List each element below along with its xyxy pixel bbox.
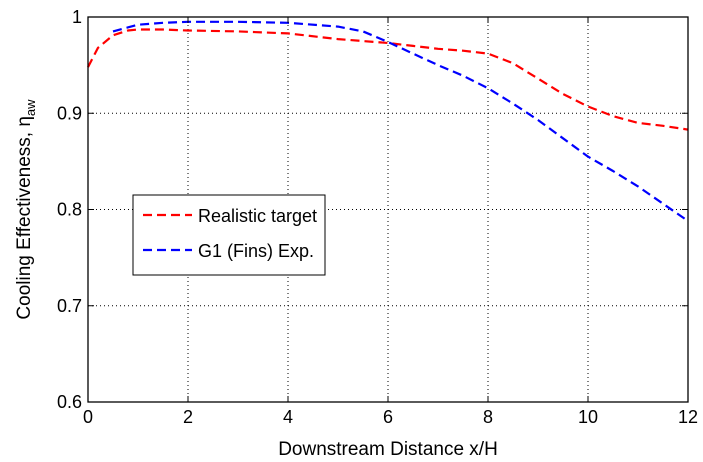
y-axis-title-subscript: aw — [23, 99, 38, 116]
y-tick-label: 0.9 — [57, 103, 82, 123]
axis-ticks — [87, 16, 689, 403]
x-tick-label: 12 — [678, 407, 698, 427]
legend-label-realistic-target: Realistic target — [198, 206, 317, 226]
tick-labels: 0 2 4 6 8 10 12 0.6 0.7 0.8 0.9 1 — [57, 7, 698, 427]
y-axis-title-main: Cooling Effectiveness, η — [14, 116, 35, 320]
legend-label-g1-fins-exp: G1 (Fins) Exp. — [198, 241, 314, 261]
x-tick-label: 6 — [383, 407, 393, 427]
series-line-0 — [87, 28, 689, 131]
x-tick-label: 4 — [283, 407, 293, 427]
x-tick-label: 10 — [578, 407, 598, 427]
series-line-1 — [112, 20, 689, 222]
x-tick-label: 8 — [483, 407, 493, 427]
legend: Realistic target G1 (Fins) Exp. — [132, 194, 326, 276]
y-tick-label: 0.8 — [57, 200, 82, 220]
y-tick-label: 0.7 — [57, 296, 82, 316]
y-tick-label: 0.6 — [57, 392, 82, 412]
x-tick-label: 0 — [83, 407, 93, 427]
y-tick-label: 1 — [72, 7, 82, 27]
x-axis-title: Downstream Distance x/H — [278, 439, 498, 460]
x-tick-label: 2 — [183, 407, 193, 427]
series-lines — [87, 20, 689, 222]
y-axis-title: Cooling Effectiveness, ηaw — [14, 99, 38, 320]
legend-box — [132, 194, 326, 276]
